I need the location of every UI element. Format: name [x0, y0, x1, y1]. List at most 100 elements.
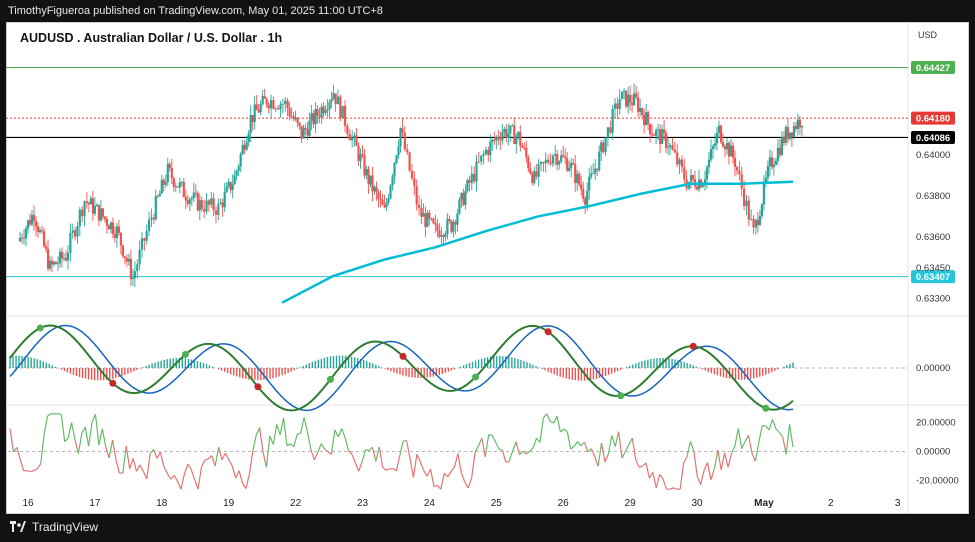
- candle-body: [298, 122, 301, 126]
- osc-segment: [536, 437, 541, 443]
- candle-body: [729, 145, 733, 157]
- macd-cross-dot: [399, 352, 407, 360]
- candle-body: [26, 220, 30, 229]
- osc-segment: [662, 478, 668, 490]
- candle-body: [768, 157, 771, 166]
- osc-segment: [693, 450, 698, 477]
- osc-segment: [33, 468, 38, 472]
- candle-body: [641, 108, 644, 116]
- candle-body: [576, 173, 579, 183]
- candle-body: [647, 112, 650, 124]
- brand-name: TradingView: [32, 520, 99, 534]
- candle-body: [284, 100, 287, 105]
- candle-body: [379, 199, 382, 200]
- candle-body: [233, 175, 236, 185]
- osc-segment: [758, 425, 763, 443]
- osc-segment: [686, 441, 692, 457]
- osc-segment: [324, 448, 329, 453]
- candle-body: [336, 96, 340, 105]
- candle-body: [330, 99, 333, 102]
- candle-body: [774, 160, 777, 165]
- osc-segment: [282, 417, 288, 446]
- candle-body: [663, 129, 666, 134]
- osc-segment: [539, 417, 544, 443]
- macd-cross-dot: [617, 392, 625, 400]
- osc-segment: [259, 427, 264, 452]
- candle-body: [401, 128, 404, 133]
- candle-body: [367, 169, 370, 185]
- osc-segment: [125, 445, 131, 469]
- candle-body: [150, 217, 153, 220]
- osc-segment: [166, 473, 172, 480]
- osc-segment: [330, 429, 336, 455]
- osc-segment: [700, 470, 705, 485]
- candle-body: [322, 106, 325, 114]
- candle-body: [468, 180, 471, 184]
- osc-segment: [529, 447, 534, 452]
- osc-segment: [429, 468, 435, 487]
- candle-body: [176, 186, 179, 188]
- osc-segment: [624, 444, 630, 452]
- candle-body: [440, 235, 443, 237]
- osc-segment: [303, 417, 309, 432]
- candle-body: [639, 108, 642, 112]
- candle-body: [158, 193, 161, 197]
- candle-body: [255, 104, 258, 110]
- osc-segment: [122, 445, 127, 474]
- candle-body: [123, 256, 126, 259]
- chart-frame[interactable]: [6, 22, 969, 514]
- candle-body: [792, 126, 795, 137]
- candle-body: [764, 177, 767, 182]
- candle-body: [448, 218, 451, 221]
- osc-segment: [604, 453, 609, 463]
- candle-body: [343, 105, 347, 127]
- osc-segment: [747, 435, 753, 454]
- osc-segment: [129, 458, 134, 469]
- candle-body: [32, 214, 36, 221]
- x-tick-label: 30: [691, 498, 703, 509]
- candle-body: [582, 189, 585, 199]
- candle-body: [420, 207, 423, 217]
- candle-body: [38, 230, 42, 233]
- candle-body: [428, 212, 431, 219]
- osc-segment: [57, 413, 62, 415]
- candle-body: [721, 142, 725, 147]
- candle-body: [539, 162, 543, 164]
- candle-body: [466, 180, 469, 192]
- candle-body: [324, 110, 327, 114]
- candle-body: [450, 220, 453, 232]
- osc-segment: [187, 463, 192, 470]
- candle-body: [101, 208, 104, 217]
- osc-segment: [348, 450, 353, 455]
- candle-body: [590, 173, 593, 177]
- tradingview-logo[interactable]: TradingView: [10, 520, 98, 534]
- candle-body: [415, 186, 418, 205]
- candle-body: [711, 146, 715, 149]
- candle-body: [778, 147, 781, 155]
- candle-body: [657, 129, 660, 131]
- oscillator-pane: 20.00000 0.00000 -20.00000: [8, 413, 959, 490]
- candle-body: [314, 109, 317, 125]
- price-level-label: 0.63407: [916, 272, 950, 283]
- osc-segment: [501, 450, 507, 463]
- candle-body: [182, 182, 185, 198]
- macd-cross-dot: [181, 351, 189, 359]
- candle-body: [742, 188, 746, 207]
- candle-body: [458, 199, 461, 214]
- osc-segment: [297, 432, 301, 435]
- candle-body: [738, 170, 741, 175]
- candle-body: [434, 223, 437, 225]
- osc-segment: [525, 450, 531, 455]
- osc-segment: [228, 459, 233, 467]
- candle-body: [117, 226, 120, 233]
- x-tick-label: 3: [895, 498, 901, 509]
- osc-segment: [508, 450, 514, 462]
- candle-body: [649, 123, 652, 135]
- osc-segment: [741, 441, 746, 449]
- candle-body: [136, 264, 139, 272]
- osc-segment: [460, 472, 466, 482]
- candle-body: [399, 128, 402, 147]
- candle-body: [673, 149, 676, 153]
- candle-body: [274, 108, 277, 110]
